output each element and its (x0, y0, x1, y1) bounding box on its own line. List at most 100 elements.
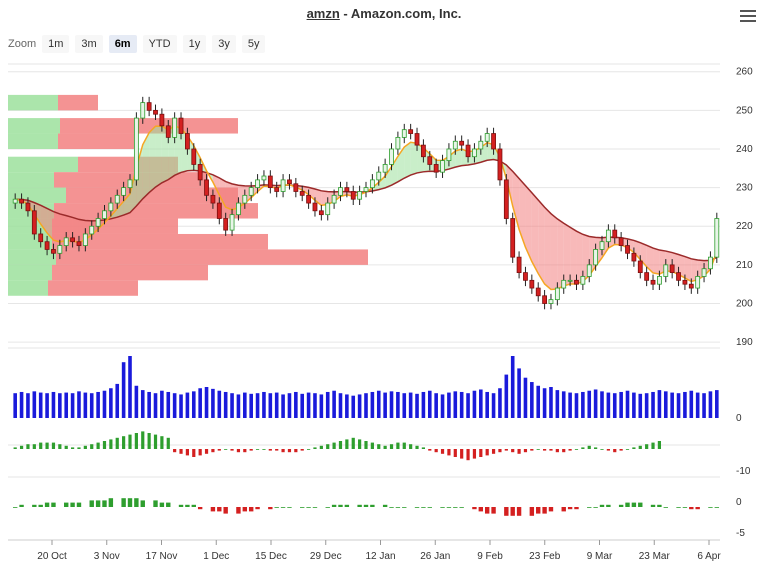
candle-body (127, 179, 133, 189)
volume-bar (408, 392, 413, 418)
volume-bar (345, 394, 349, 418)
oscillator1-bar (294, 449, 298, 453)
volume-bar (134, 385, 139, 418)
oscillator2-bar (102, 500, 107, 507)
volume-profile-down-bar (66, 187, 238, 204)
volume-bar (121, 362, 126, 418)
oscillator1-bar (300, 449, 304, 451)
oscillator2-bar (638, 502, 643, 507)
ema-cloud-segment (633, 240, 641, 260)
x-axis-tick-label: 15 Dec (255, 551, 287, 562)
oscillator2-bar (338, 504, 343, 507)
oscillator2-bar (472, 507, 477, 510)
volume-bar (644, 393, 649, 418)
ema-cloud-segment (397, 147, 405, 182)
volume-bar (517, 368, 521, 418)
oscillator1-bar (555, 449, 559, 453)
volume-bar (479, 389, 483, 418)
oscillator1-bar (319, 445, 323, 449)
volume-bar (45, 393, 49, 418)
volume-bar (568, 392, 572, 418)
oscillator1-bar (45, 442, 49, 449)
volume-bar (211, 388, 215, 418)
oscillator1-bar (198, 449, 202, 456)
volume-bar (651, 391, 655, 418)
zoom-button-1y[interactable]: 1y (182, 35, 207, 53)
oscillator2-bar (453, 507, 458, 508)
zoom-button-5y[interactable]: 5y (241, 35, 266, 53)
oscillator1-bar (236, 449, 241, 453)
oscillator1-bar (345, 439, 349, 449)
candle-body (293, 183, 299, 192)
volume-bar (77, 391, 81, 418)
x-axis-tick-label: 12 Jan (365, 551, 395, 562)
volume-bar (472, 390, 477, 418)
candle-body (350, 191, 356, 200)
oscillator2-bar (121, 498, 126, 507)
volume-bar (255, 393, 260, 418)
candle-body (197, 164, 203, 181)
oscillator1-bar (70, 447, 75, 449)
oscillator2-bar (529, 507, 535, 516)
volume-bar (96, 391, 100, 418)
zoom-button-ytd[interactable]: YTD (142, 35, 177, 53)
ema-cloud-segment (557, 218, 564, 289)
volume-bar (172, 393, 177, 418)
hamburger-menu-icon[interactable] (738, 10, 758, 28)
zoom-button-3y[interactable]: 3y (212, 35, 236, 53)
oscillator2-bar (421, 507, 426, 508)
candle-body (185, 133, 190, 150)
volume-bar (268, 393, 273, 418)
volume-bar (153, 393, 158, 418)
candle-body (25, 202, 31, 212)
volume-bar (498, 388, 502, 418)
ema-cloud-segment (410, 142, 418, 176)
candle-body (312, 202, 318, 212)
oscillator1-bar (415, 445, 419, 449)
volume-bar (128, 356, 132, 418)
candle-body (108, 202, 114, 212)
volume-bar (364, 393, 368, 418)
ema-cloud-segment (531, 192, 539, 274)
candle-body (338, 187, 343, 196)
candle-body (38, 233, 44, 243)
oscillator1-bar (498, 449, 502, 453)
candle-body (669, 264, 675, 274)
oscillator1-bar (134, 433, 138, 449)
zoom-button-6m[interactable]: 6m (108, 35, 137, 53)
oscillator2-bar (19, 504, 24, 507)
volume-bar (561, 391, 566, 418)
candle-body (459, 140, 465, 146)
volume-bar (140, 390, 145, 418)
candle-body (657, 276, 662, 285)
volume-profile-up-bar (8, 264, 52, 281)
oscillator1-bar (306, 449, 311, 450)
oscillator1-bar (313, 447, 317, 449)
zoom-button-1m[interactable]: 1m (42, 35, 70, 53)
oscillator1-bar (491, 449, 496, 454)
candle-body (236, 202, 241, 216)
ticker-symbol-link[interactable]: amzn (306, 6, 340, 21)
volume-bar (191, 391, 196, 418)
candle-body (191, 148, 197, 165)
ema-cloud-segment (538, 199, 545, 285)
ema-cloud-segment (563, 223, 571, 286)
volume-bar (338, 393, 343, 418)
oscillator2-bar (248, 507, 254, 512)
volume-bar (236, 394, 241, 418)
x-axis-tick-label: 29 Dec (310, 551, 342, 562)
oscillator2-bar (663, 507, 668, 508)
volume-bar (695, 392, 700, 418)
oscillator2-bar (650, 504, 656, 507)
ema-cloud-segment (149, 126, 156, 193)
oscillator1-bar (249, 449, 253, 451)
oscillator1-bar (109, 439, 113, 449)
oscillator2-bar (363, 504, 369, 507)
candle-body (274, 187, 280, 192)
zoom-button-3m[interactable]: 3m (75, 35, 103, 53)
volume-bar (319, 394, 324, 418)
oscillator1-bar (517, 449, 521, 454)
oscillator1-bar (358, 439, 362, 449)
oscillator1-bar (287, 449, 292, 453)
